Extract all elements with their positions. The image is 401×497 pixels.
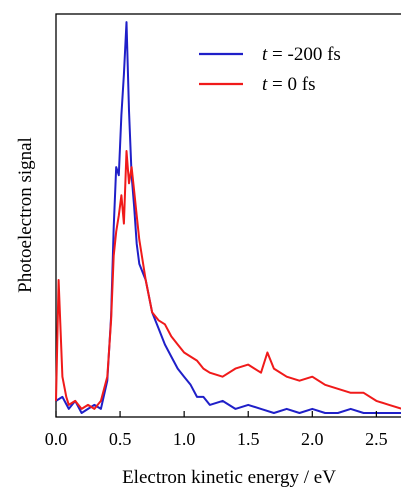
x-tick-label: 0.0 xyxy=(45,429,68,449)
x-tick-label: 1.5 xyxy=(237,429,260,449)
x-tick-label: 2.5 xyxy=(365,429,388,449)
x-axis-label: Electron kinetic energy / eV xyxy=(122,467,336,488)
y-axis-label: Photoelectron signal xyxy=(15,137,36,293)
series-line-1 xyxy=(55,150,401,410)
x-tick-label: 0.5 xyxy=(109,429,132,449)
series-layer xyxy=(55,21,401,414)
plot-frame xyxy=(55,13,401,418)
x-axis-ticks: 0.0 0.5 1.0 1.5 2.0 2.5 xyxy=(45,411,388,449)
legend-label-1: t = 0 fs xyxy=(262,74,315,95)
series-line-0 xyxy=(55,21,401,414)
x-tick-label: 2.0 xyxy=(301,429,324,449)
legend: t = -200 fs t = 0 fs xyxy=(199,44,341,95)
legend-label-0: t = -200 fs xyxy=(262,44,341,65)
x-tick-label: 1.0 xyxy=(173,429,196,449)
